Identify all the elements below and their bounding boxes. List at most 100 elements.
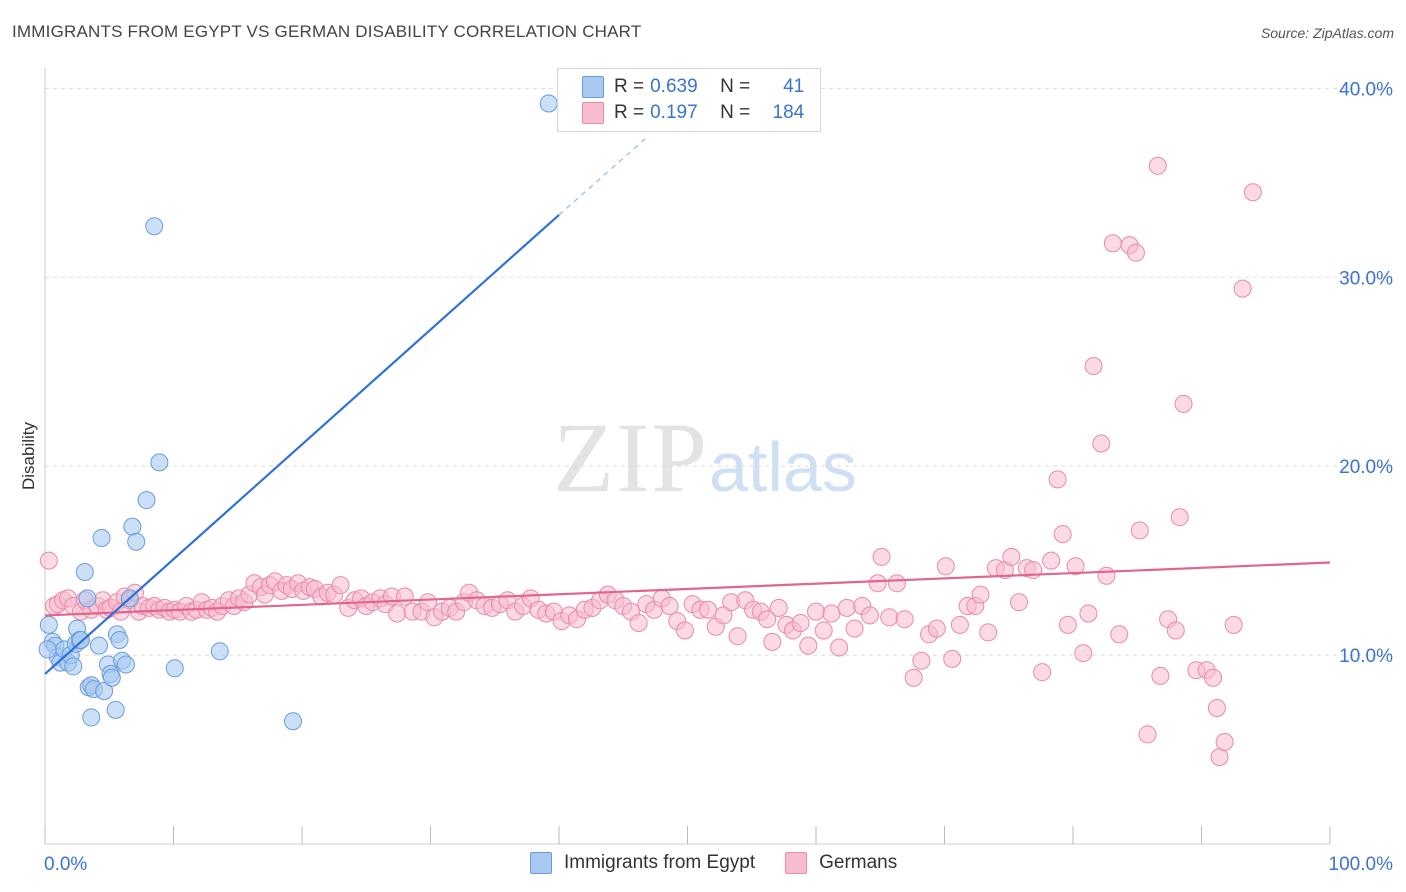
egypt-point [38, 640, 57, 659]
correlation-legend: R = 0.639 N = 41 R = 0.197 N = 184 [557, 68, 821, 132]
germans-point [1170, 508, 1189, 527]
egypt-point [102, 668, 121, 687]
germans-point [791, 613, 810, 632]
germans-point [1233, 279, 1252, 298]
germans-point [887, 574, 906, 593]
germans-point [1174, 394, 1193, 413]
germans-point [1079, 604, 1098, 623]
germans-point [822, 604, 841, 623]
watermark-zip: ZIP [553, 402, 709, 513]
y-tick-label: 40.0% [1339, 79, 1393, 100]
legend-row-egypt: R = 0.639 N = 41 [582, 75, 804, 99]
egypt-point [39, 615, 58, 634]
germans-point [927, 619, 946, 638]
r-value: 0.639 [650, 76, 698, 97]
egypt-point [89, 636, 108, 655]
germans-point [1243, 183, 1262, 202]
germans-point [1103, 234, 1122, 253]
y-tick-label: 20.0% [1339, 457, 1393, 478]
x-tick-label: 0.0% [44, 854, 87, 875]
germans-point [1048, 470, 1067, 489]
chart-title: IMMIGRANTS FROM EGYPT VS GERMAN DISABILI… [12, 22, 642, 41]
germans-point [1092, 434, 1111, 453]
n-label: N = [720, 76, 751, 97]
egypt-point [110, 630, 129, 649]
watermark-atlas: atlas [709, 428, 857, 506]
egypt-point [165, 659, 184, 678]
germans-point [1042, 551, 1061, 570]
germans-point [895, 610, 914, 629]
egypt-point [137, 491, 156, 510]
germans-point [1110, 625, 1129, 644]
egypt-point [75, 562, 94, 581]
egypt-point [78, 589, 97, 608]
egypt-trendline [44, 214, 560, 675]
legend-item-germans: Germans [785, 852, 897, 874]
egypt-trendline-extension [558, 135, 650, 216]
legend-label: Immigrants from Egypt [564, 852, 756, 873]
n-value: 184 [772, 102, 805, 123]
germans-point [1138, 725, 1157, 744]
germans-point [728, 627, 747, 646]
r-label: R = [614, 102, 645, 123]
y-tick-label: 30.0% [1339, 268, 1393, 289]
germans-point [872, 547, 891, 566]
germans-point [979, 623, 998, 642]
germans-point [868, 574, 887, 593]
germans-swatch [785, 852, 808, 874]
egypt-point [127, 532, 146, 551]
germans-point [943, 649, 962, 668]
germans-point [1126, 243, 1145, 262]
germans-point [675, 621, 694, 640]
germans-point [39, 551, 58, 570]
germans-point [799, 636, 818, 655]
germans-point [845, 619, 864, 638]
germans-point [830, 638, 849, 657]
series-legend: Immigrants from Egypt Germans [530, 852, 927, 874]
watermark: ZIPatlas [553, 400, 857, 515]
germans-point [1002, 547, 1021, 566]
n-label: N = [720, 102, 751, 123]
germans-point [880, 608, 899, 627]
x-tick-label: 100.0% [1329, 854, 1394, 875]
germans-point [699, 600, 718, 619]
germans-point [1148, 156, 1167, 175]
egypt-point [123, 517, 142, 536]
egypt-point [82, 708, 101, 727]
egypt-point [150, 453, 169, 472]
n-value: 41 [783, 76, 805, 97]
egypt-point [284, 712, 303, 731]
germans-point [758, 610, 777, 629]
r-value: 0.197 [650, 102, 698, 123]
egypt-point [95, 681, 114, 700]
germans-trendline [44, 561, 1331, 617]
egypt-point [210, 642, 229, 661]
egypt-point [539, 94, 558, 113]
germans-point [763, 632, 782, 651]
germans-point [388, 604, 407, 623]
legend-label: Germans [819, 852, 898, 873]
germans-point [1166, 621, 1185, 640]
egypt-point [92, 528, 111, 547]
germans-point [814, 621, 833, 640]
germans-point [1215, 732, 1234, 751]
r-label: R = [614, 76, 645, 97]
germans-point [1033, 663, 1052, 682]
germans-point [860, 606, 879, 625]
legend-row-germans: R = 0.197 N = 184 [582, 101, 804, 125]
germans-point [837, 598, 856, 617]
germans-point [1058, 615, 1077, 634]
germans-point [418, 593, 437, 612]
germans-point [714, 606, 733, 625]
germans-point [1066, 557, 1085, 576]
legend-item-egypt: Immigrants from Egypt [530, 852, 755, 874]
germans-point [950, 615, 969, 634]
source-label: Source: ZipAtlas.com [1260, 25, 1394, 41]
egypt-swatch [582, 76, 604, 98]
egypt-point [116, 655, 135, 674]
germans-point [1207, 698, 1226, 717]
y-tick-label: 10.0% [1339, 646, 1393, 667]
germans-point [971, 585, 990, 604]
germans-point [1084, 357, 1103, 376]
